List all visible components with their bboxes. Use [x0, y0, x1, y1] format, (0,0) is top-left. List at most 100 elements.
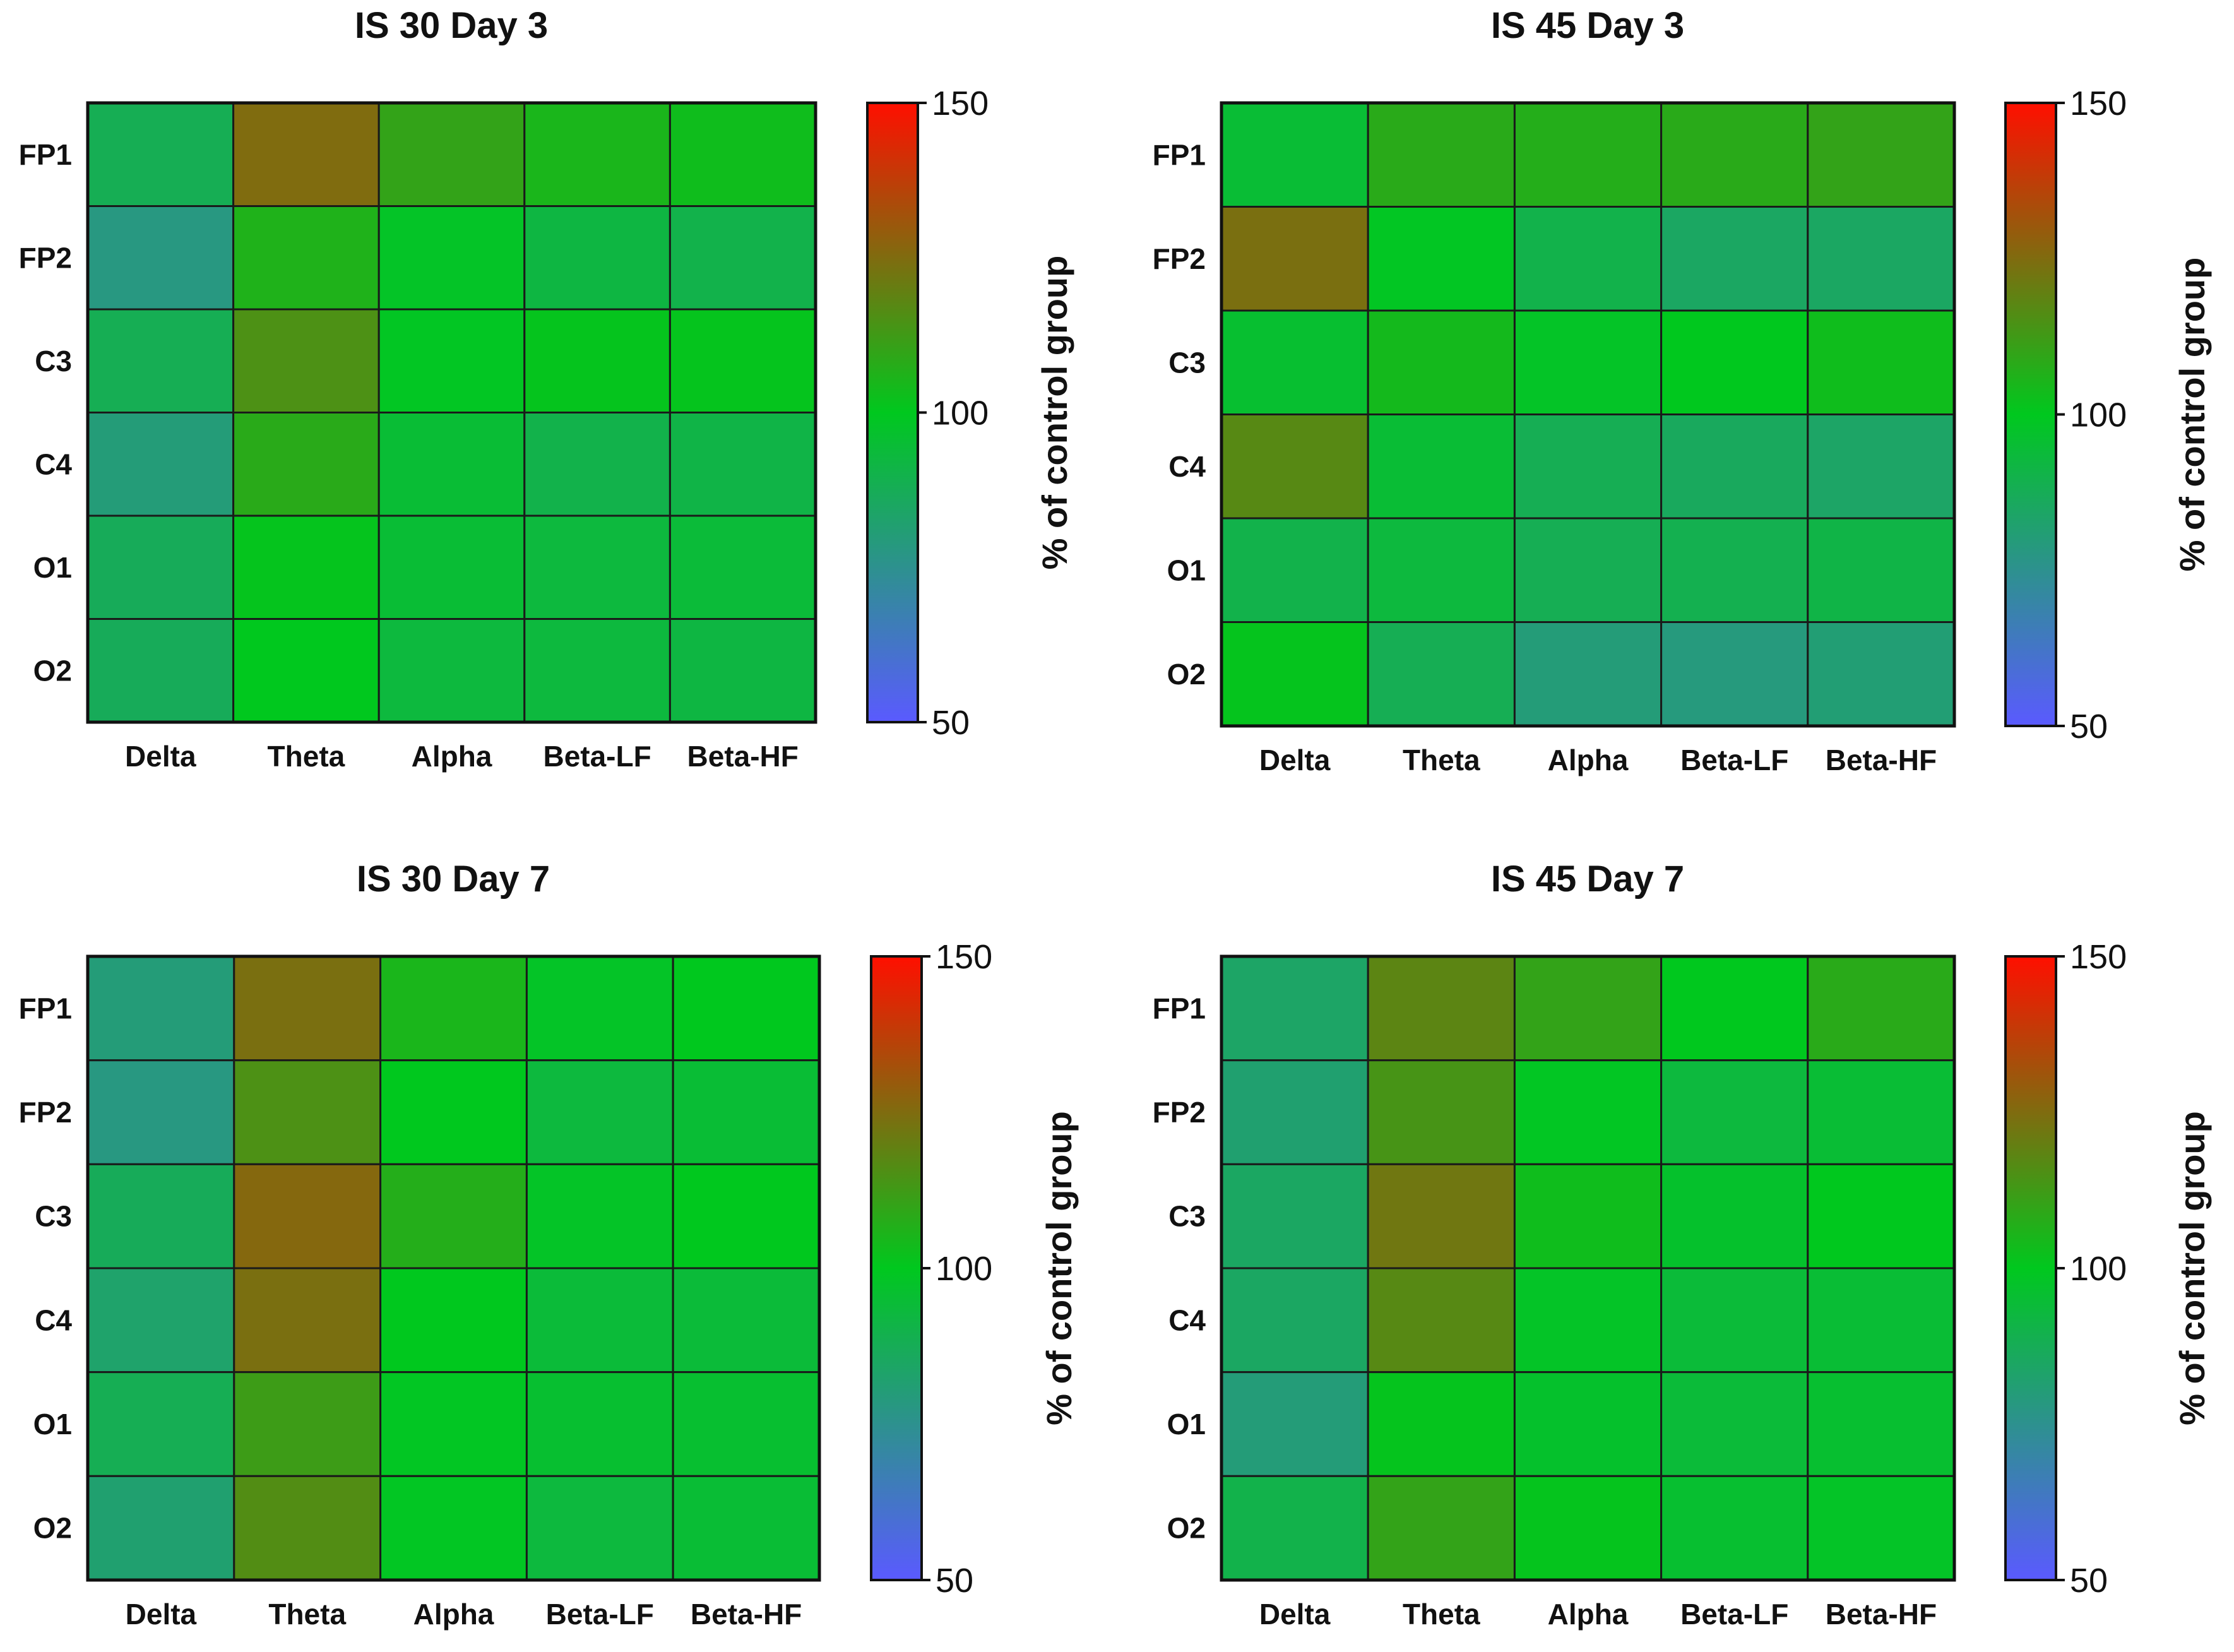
- heatmap-cell: [1807, 1059, 1956, 1165]
- x-tick-label: Beta-HF: [687, 740, 799, 773]
- plot-frame: [86, 101, 817, 724]
- y-tick-label: FP1: [1153, 992, 1206, 1025]
- heatmap-cell: [1220, 413, 1369, 520]
- heatmap-cell: [86, 1475, 235, 1581]
- x-tick-label: Theta: [1403, 1598, 1480, 1631]
- x-tick-label: Theta: [268, 740, 345, 773]
- y-tick-label: O2: [33, 1512, 72, 1545]
- x-tick-label: Alpha: [413, 1598, 494, 1631]
- x-tick-label: Delta: [125, 740, 196, 773]
- heatmap-cell: [86, 102, 235, 207]
- x-tick-label: Beta-LF: [1680, 1598, 1788, 1631]
- heatmap-cell: [377, 514, 526, 620]
- y-tick-label: FP1: [19, 992, 72, 1025]
- y-tick-label: C4: [1168, 450, 1206, 483]
- heatmap-cell: [1513, 1059, 1663, 1165]
- chart-title: IS 30 Day 3: [355, 5, 548, 46]
- plot-frame: [1220, 954, 1956, 1582]
- x-tick-label: Beta-LF: [543, 740, 651, 773]
- heatmap-cell: [1660, 1371, 1809, 1477]
- heatmap-cell: [379, 955, 528, 1062]
- heatmap-cell: [668, 205, 817, 311]
- colorbar-tick-label: 100: [2070, 1250, 2127, 1288]
- heatmap-cell: [233, 1371, 382, 1477]
- heatmap-cell: [232, 205, 380, 311]
- heatmap-cell: [1367, 955, 1516, 1062]
- heatmap-cell: [672, 955, 821, 1062]
- heatmap-cell: [86, 412, 235, 517]
- chart-title: IS 45 Day 3: [1491, 5, 1684, 46]
- colorbar-tick-label: 150: [932, 85, 989, 122]
- heatmap-cell: [525, 1475, 674, 1581]
- heatmap-cell: [379, 1267, 528, 1374]
- heatmap-cell: [233, 1059, 382, 1165]
- heatmap-cell: [86, 205, 235, 311]
- x-tick-label: Alpha: [1548, 744, 1629, 776]
- heatmap-cell: [232, 412, 380, 517]
- x-tick-label: Beta-HF: [1826, 1598, 1937, 1631]
- heatmap-cell: [1367, 309, 1516, 415]
- colorbar-tick-label: 150: [2070, 938, 2127, 976]
- y-tick-label: FP1: [1153, 138, 1206, 171]
- x-tick-label: Theta: [1403, 744, 1480, 776]
- heatmap-cell: [1660, 206, 1809, 312]
- y-tick-label: O2: [1167, 1512, 1206, 1545]
- heatmap-cell: [523, 205, 671, 311]
- heatmap-cell: [377, 308, 526, 413]
- colorbar-label: % of control group: [2172, 258, 2212, 572]
- heatmap-cell: [1513, 1163, 1663, 1269]
- heatmap-cell: [1807, 621, 1956, 727]
- heatmap-cell: [1660, 1267, 1809, 1374]
- colorbar: [866, 102, 919, 723]
- heatmap-cell: [86, 514, 235, 620]
- heatmap-cell: [1807, 517, 1956, 623]
- heatmap-cell: [1220, 1475, 1369, 1581]
- heatmap-cell: [672, 1371, 821, 1477]
- x-tick-label: Beta-LF: [1680, 744, 1788, 776]
- heatmap-cell: [1807, 206, 1956, 312]
- y-tick-label: O2: [1167, 658, 1206, 691]
- heatmap-cell: [1807, 1371, 1956, 1477]
- x-tick-label: Alpha: [1548, 1598, 1629, 1631]
- heatmap-cell: [1513, 102, 1663, 208]
- heatmap-cell: [1367, 1267, 1516, 1374]
- heatmap-cell: [86, 1059, 235, 1165]
- heatmap-cell: [1660, 955, 1809, 1062]
- heatmap-cell: [668, 618, 817, 723]
- heatmap-cell: [1513, 309, 1663, 415]
- heatmap-cell: [1367, 1059, 1516, 1165]
- heatmap-cell: [232, 102, 380, 207]
- heatmap-cell: [1220, 621, 1369, 727]
- y-tick-label: O1: [1167, 1408, 1206, 1441]
- heatmap-cell: [1367, 1163, 1516, 1269]
- colorbar: [870, 955, 923, 1581]
- heatmap-cell: [1220, 1059, 1369, 1165]
- y-tick-label: FP2: [1153, 1096, 1206, 1129]
- heatmap-cell: [379, 1059, 528, 1165]
- heatmap-cell: [377, 618, 526, 723]
- x-tick-label: Delta: [1259, 744, 1331, 776]
- colorbar-label: % of control group: [1039, 1111, 1079, 1425]
- heatmap-panel-2: IS 45 Day 3 FP1 FP2 C3 C4 O1 O2 Delta Theta Alpha…: [1153, 5, 2212, 776]
- heatmap-cell: [86, 308, 235, 413]
- y-tick-label: O1: [1167, 554, 1206, 586]
- colorbar-tick-label: 150: [2070, 85, 2127, 122]
- x-tick-label: Delta: [126, 1598, 197, 1631]
- heatmap-cell: [86, 618, 235, 723]
- heatmap-cell: [672, 1475, 821, 1581]
- colorbar: [2004, 102, 2057, 727]
- heatmap-panel-4: IS 45 Day 7 FP1 FP2 C3 C4 O1 O2 Delta Theta Alpha…: [1153, 859, 2212, 1631]
- heatmap-cell: [525, 1059, 674, 1165]
- heatmap-cell: [525, 955, 674, 1062]
- heatmap-cell: [1660, 1059, 1809, 1165]
- heatmap-cell: [672, 1059, 821, 1165]
- heatmap-cell: [233, 1475, 382, 1581]
- chart-title: IS 45 Day 7: [1491, 859, 1684, 900]
- heatmap-cell: [232, 514, 380, 620]
- heatmap-cell: [668, 514, 817, 620]
- heatmap-cell: [1807, 1163, 1956, 1269]
- heatmap-cell: [1367, 1475, 1516, 1581]
- heatmap-cell: [1513, 517, 1663, 623]
- heatmap-cell: [1513, 1371, 1663, 1477]
